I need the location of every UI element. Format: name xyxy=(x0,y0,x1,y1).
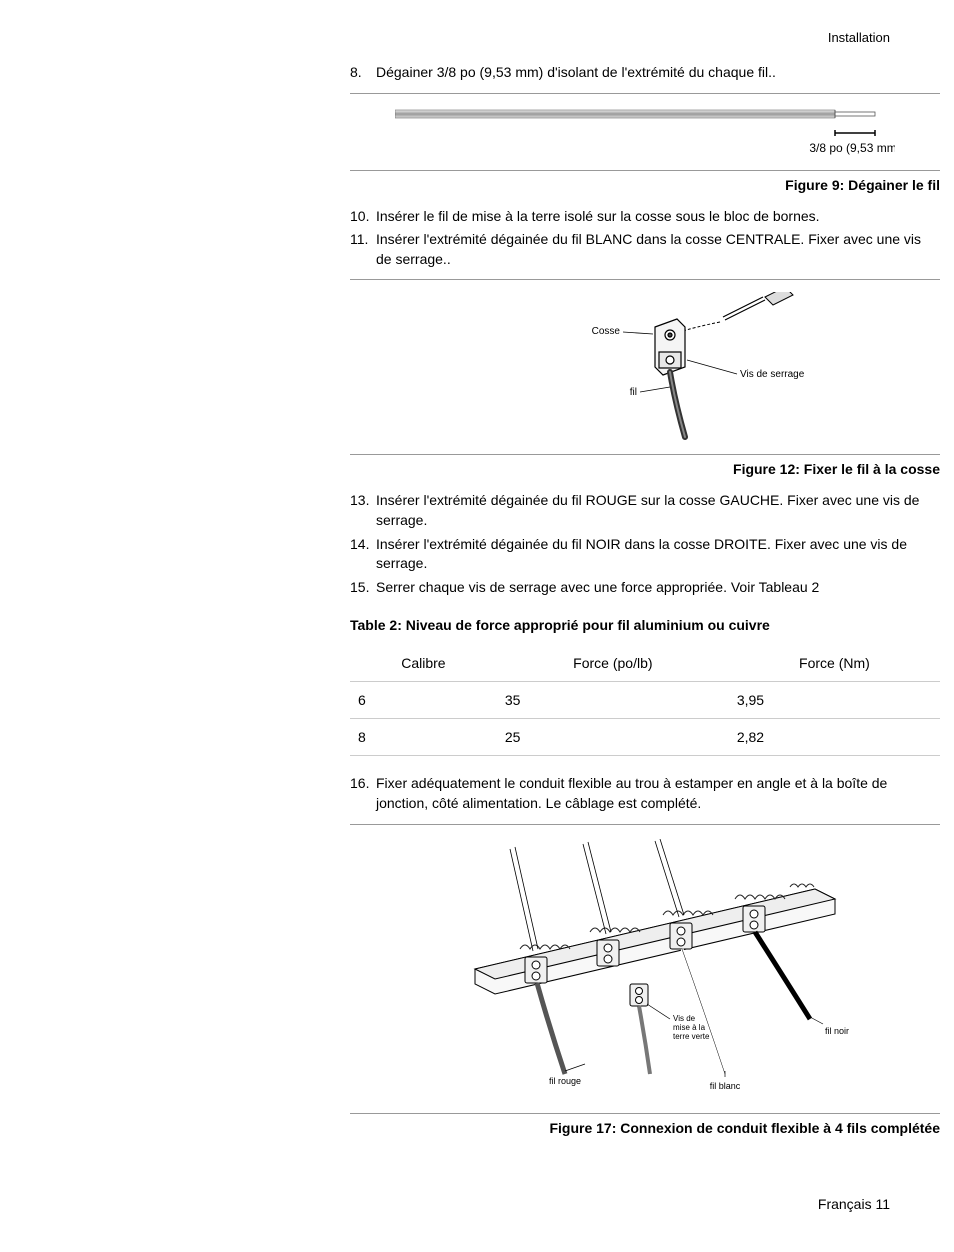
step-text: Insérer l'extrémité dégainée du fil ROUG… xyxy=(376,491,940,530)
table-cell: 6 xyxy=(350,682,497,719)
vis-terre-label: Vis de mise à la terre verte xyxy=(673,1014,710,1041)
table-cell: 2,82 xyxy=(729,719,940,756)
vis-label: Vis de serrage xyxy=(740,369,805,380)
table-cell: 35 xyxy=(497,682,729,719)
step-number: 13. xyxy=(350,491,376,530)
terminal-block-diagram: fil rouge fil blanc fil noir Vis de mise… xyxy=(415,839,875,1099)
figure-12-box: Cosse fil Vis de serrage xyxy=(350,279,940,455)
figure-12-caption: Figure 12: Fixer le fil à la cosse xyxy=(350,461,940,477)
fil-blanc-label: fil blanc xyxy=(710,1081,741,1091)
table-cell: 25 xyxy=(497,719,729,756)
step-text: Fixer adéquatement le conduit flexible a… xyxy=(376,774,940,813)
page-footer: Français 11 xyxy=(60,1196,894,1212)
table-cell: 8 xyxy=(350,719,497,756)
step-item: 8. Dégainer 3/8 po (9,53 mm) d'isolant d… xyxy=(350,63,940,83)
step-text: Dégainer 3/8 po (9,53 mm) d'isolant de l… xyxy=(376,63,940,83)
step-item: 16. Fixer adéquatement le conduit flexib… xyxy=(350,774,940,813)
fil-rouge-label: fil rouge xyxy=(549,1076,581,1086)
step-list-a: 8. Dégainer 3/8 po (9,53 mm) d'isolant d… xyxy=(350,63,940,83)
table-row: 8 25 2,82 xyxy=(350,719,940,756)
step-item: 10. Insérer le fil de mise à la terre is… xyxy=(350,207,940,227)
table-cell: 3,95 xyxy=(729,682,940,719)
lug-diagram: Cosse fil Vis de serrage xyxy=(465,292,825,442)
step-item: 13. Insérer l'extrémité dégainée du fil … xyxy=(350,491,940,530)
dimension-label: 3/8 po (9,53 mm) xyxy=(809,141,895,155)
step-number: 14. xyxy=(350,535,376,574)
wire-strip-diagram: 3/8 po (9,53 mm) xyxy=(395,102,895,162)
step-text: Insérer l'extrémité dégainée du fil BLAN… xyxy=(376,230,940,269)
table-header: Force (po/lb) xyxy=(497,645,729,682)
step-list-b: 10. Insérer le fil de mise à la terre is… xyxy=(350,207,940,270)
step-number: 10. xyxy=(350,207,376,227)
force-table: Calibre Force (po/lb) Force (Nm) 6 35 3,… xyxy=(350,645,940,756)
step-number: 8. xyxy=(350,63,376,83)
figure-9-box: 3/8 po (9,53 mm) xyxy=(350,93,940,171)
step-number: 16. xyxy=(350,774,376,813)
header-section: Installation xyxy=(60,30,894,45)
table-2-title: Table 2: Niveau de force approprié pour … xyxy=(350,617,940,633)
step-item: 14. Insérer l'extrémité dégainée du fil … xyxy=(350,535,940,574)
step-list-c: 13. Insérer l'extrémité dégainée du fil … xyxy=(350,491,940,597)
fil-noir-label: fil noir xyxy=(825,1026,849,1036)
step-text: Serrer chaque vis de serrage avec une fo… xyxy=(376,578,940,598)
step-text: Insérer le fil de mise à la terre isolé … xyxy=(376,207,940,227)
figure-17-box: fil rouge fil blanc fil noir Vis de mise… xyxy=(350,824,940,1114)
figure-9-caption: Figure 9: Dégainer le fil xyxy=(350,177,940,193)
step-list-d: 16. Fixer adéquatement le conduit flexib… xyxy=(350,774,940,813)
step-text: Insérer l'extrémité dégainée du fil NOIR… xyxy=(376,535,940,574)
table-header: Force (Nm) xyxy=(729,645,940,682)
content: 8. Dégainer 3/8 po (9,53 mm) d'isolant d… xyxy=(350,63,940,1136)
table-header: Calibre xyxy=(350,645,497,682)
page: Installation 8. Dégainer 3/8 po (9,53 mm… xyxy=(0,0,954,1252)
fil-label: fil xyxy=(630,387,637,398)
cosse-label: Cosse xyxy=(592,326,621,337)
step-item: 11. Insérer l'extrémité dégainée du fil … xyxy=(350,230,940,269)
step-number: 15. xyxy=(350,578,376,598)
table-row: 6 35 3,95 xyxy=(350,682,940,719)
step-item: 15. Serrer chaque vis de serrage avec un… xyxy=(350,578,940,598)
figure-17-caption: Figure 17: Connexion de conduit flexible… xyxy=(350,1120,940,1136)
step-number: 11. xyxy=(350,230,376,269)
